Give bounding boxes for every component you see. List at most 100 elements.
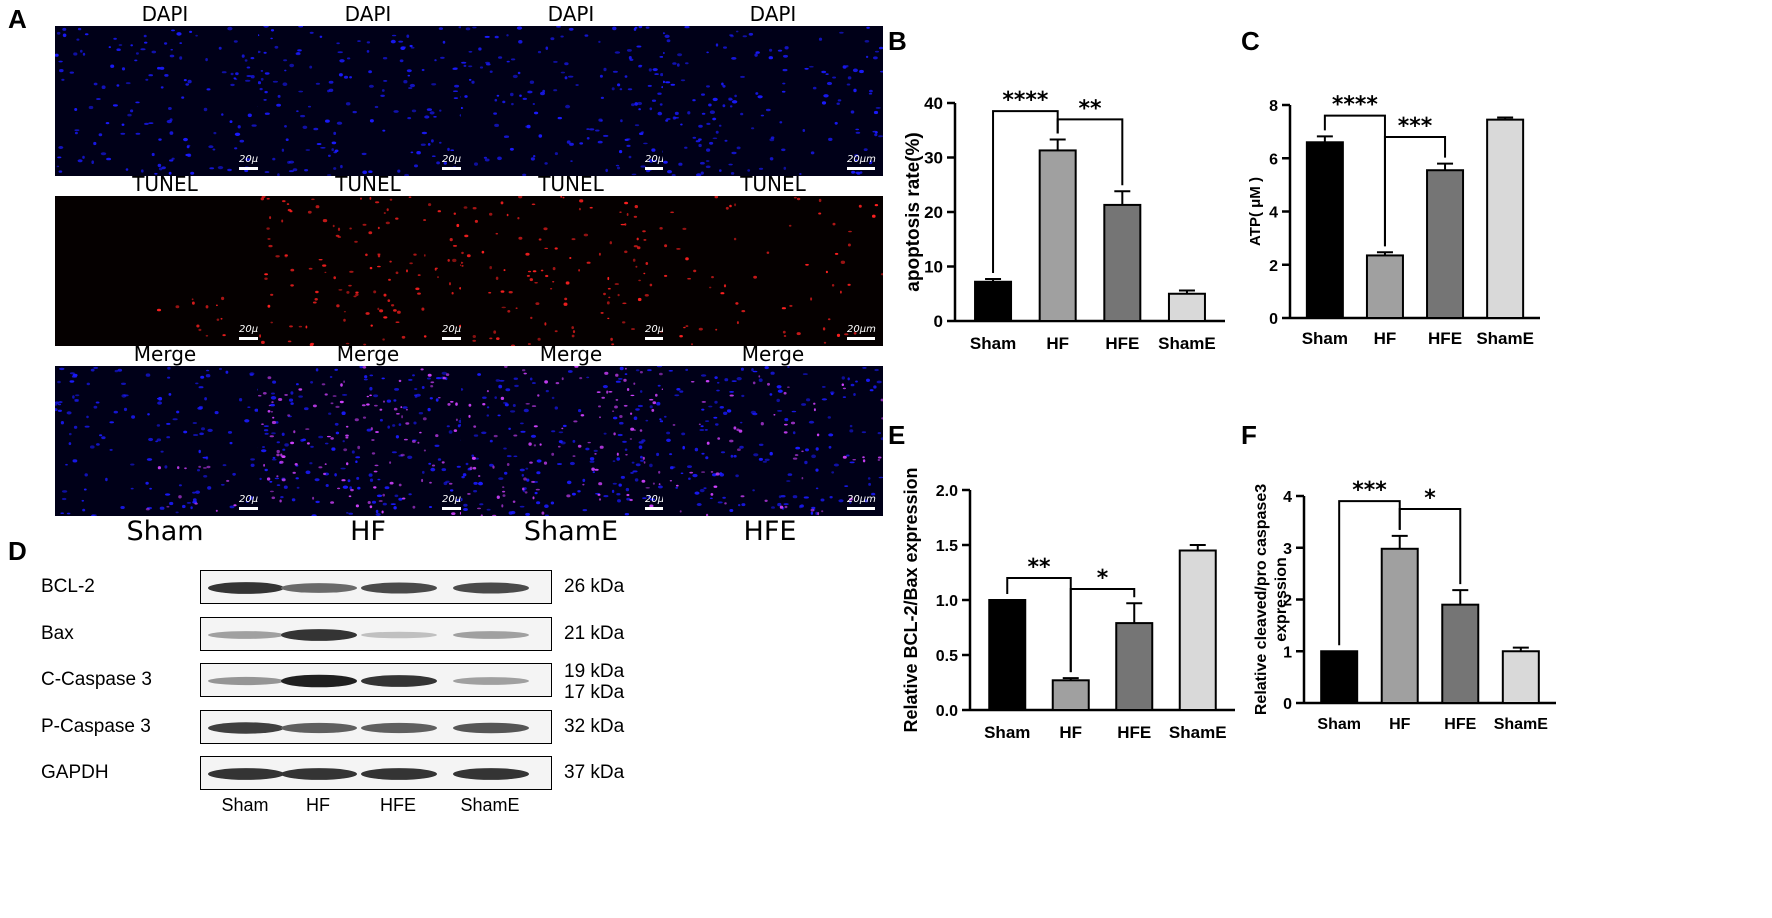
wb-protein-label: GAPDH: [41, 762, 109, 783]
y-tick-label: 3: [1283, 541, 1292, 558]
bar-hf: [1365, 254, 1404, 319]
tunel-image-sham: 20μm: [55, 196, 275, 346]
significance-label: ***: [1398, 114, 1433, 139]
wb-band: [361, 768, 437, 780]
scale-bar-line: [239, 507, 267, 510]
bar-hfe: [1115, 622, 1154, 712]
y-tick-label: 0: [1283, 696, 1292, 713]
wb-band: [281, 629, 357, 641]
tunel-label-3: TUNEL: [740, 172, 806, 196]
y-tick-label: 0.5: [936, 648, 958, 665]
x-tick-label: HF: [1046, 334, 1069, 353]
panel-letter-e: E: [888, 420, 906, 450]
bar-sham: [1305, 141, 1344, 320]
wb-blot-p-caspase-3: [200, 710, 552, 744]
wb-band: [361, 631, 437, 639]
wb-kda-label-secondary: 17 kDa: [564, 682, 625, 703]
scale-bar-label: 20μm: [645, 154, 674, 165]
y-tick-label: 0: [934, 312, 943, 331]
scale-bar: 20μm: [442, 324, 471, 340]
wb-blot-gapdh: [200, 756, 552, 790]
wb-band: [208, 768, 284, 780]
scale-bar-line: [442, 167, 470, 170]
merge-image-hfe: 20μm: [663, 366, 883, 516]
wb-band: [361, 675, 437, 687]
merge-label-0: Merge: [133, 342, 197, 366]
y-tick-label: 8: [1269, 98, 1278, 115]
y-tick-label: 4: [1269, 205, 1278, 222]
wb-blot-bax: [200, 617, 552, 651]
x-tick-label: HF: [1389, 716, 1411, 733]
dapi-image-sham: 20μm: [55, 26, 275, 176]
bar-shame: [1167, 292, 1206, 322]
x-tick-label: ShamE: [1169, 723, 1227, 742]
x-tick-label: ShamE: [1158, 334, 1216, 353]
dapi-image-hf: 20μm: [258, 26, 478, 176]
merge-label-2: Merge: [539, 342, 603, 366]
panel-letter-b: B: [888, 26, 907, 56]
y-tick-label: 0.0: [936, 703, 958, 720]
significance-label: **: [1027, 555, 1051, 580]
scale-bar: 20μm: [847, 154, 876, 170]
significance-label: **: [1078, 96, 1102, 121]
scale-bar-label: 20μm: [442, 494, 471, 505]
dapi-image-hfe: 20μm: [663, 26, 883, 176]
scale-bar: 20μm: [442, 154, 471, 170]
bar-shame: [1178, 549, 1217, 711]
scale-bar-line: [442, 337, 470, 340]
y-tick-label: 2: [1283, 593, 1292, 610]
dapi-image-shame: 20μm: [461, 26, 681, 176]
merge-image-shame: 20μm: [461, 366, 681, 516]
wb-lane-label-hfe: HFE: [380, 795, 416, 815]
bar-shame: [1501, 650, 1540, 704]
scale-bar-line: [847, 507, 875, 510]
significance-label: *: [1097, 566, 1109, 591]
significance-bracket: [1383, 135, 1447, 247]
y-tick-label: 40: [924, 94, 943, 113]
wb-band: [453, 722, 529, 734]
tunel-label-0: TUNEL: [132, 172, 198, 196]
tunel-label-1: TUNEL: [335, 172, 401, 196]
tunel-image-hfe: 20μm: [663, 196, 883, 346]
wb-band: [208, 722, 284, 734]
wb-kda-label: 21 kDa: [564, 623, 625, 644]
wb-band: [453, 677, 529, 685]
wb-band: [208, 676, 284, 686]
scale-bar-line: [442, 507, 470, 510]
chart-b-apoptosis-rate: 0 10 20 30 40 apoptosis rate(%) Sham HF HFE ShamE…: [895, 85, 1235, 375]
x-tick-label: Sham: [970, 334, 1016, 353]
scale-bar-label: 20μm: [847, 494, 876, 505]
bar-sham: [1320, 650, 1359, 704]
y-tick-label: 1.5: [936, 538, 958, 555]
wb-band: [361, 722, 437, 734]
chart-e-bcl2-bax: 0.0 0.5 1.0 1.5 2.0 Relative BCL-2/Bax expres…: [895, 467, 1235, 778]
bar-hf: [1051, 679, 1090, 712]
wb-kda-label: 26 kDa: [564, 576, 625, 597]
wb-band: [453, 631, 529, 639]
tunel-label-2: TUNEL: [538, 172, 604, 196]
scale-bar: 20μm: [645, 494, 674, 510]
scale-bar-line: [847, 167, 875, 170]
chart-f-caspase3: 0 1 2 3 4 Relative cleaved/pro caspase3 expres…: [1248, 478, 1568, 778]
bar-sham: [974, 280, 1013, 322]
significance-label: *: [1424, 486, 1436, 511]
scale-bar-label: 20μm: [645, 324, 674, 335]
group-label-hf: HF: [350, 516, 386, 547]
merge-label-3: Merge: [741, 342, 805, 366]
y-axis-label: apoptosis rate(%): [903, 132, 924, 291]
scale-bar: 20μm: [645, 154, 674, 170]
wb-band: [208, 631, 284, 639]
wb-band: [281, 583, 357, 593]
merge-label-1: Merge: [336, 342, 400, 366]
scale-bar: 20μm: [239, 324, 268, 340]
scale-bar-label: 20μm: [442, 324, 471, 335]
scale-bar-label: 20μm: [847, 154, 876, 165]
y-axis-label: expression: [1273, 557, 1290, 641]
panel-letter-d: D: [8, 536, 27, 566]
scale-bar-label: 20μm: [645, 494, 674, 505]
scale-bar: 20μm: [239, 154, 268, 170]
x-tick-label: HFE: [1444, 716, 1476, 733]
scale-bar-label: 20μm: [239, 494, 268, 505]
wb-band: [281, 674, 357, 688]
wb-band: [453, 582, 529, 594]
